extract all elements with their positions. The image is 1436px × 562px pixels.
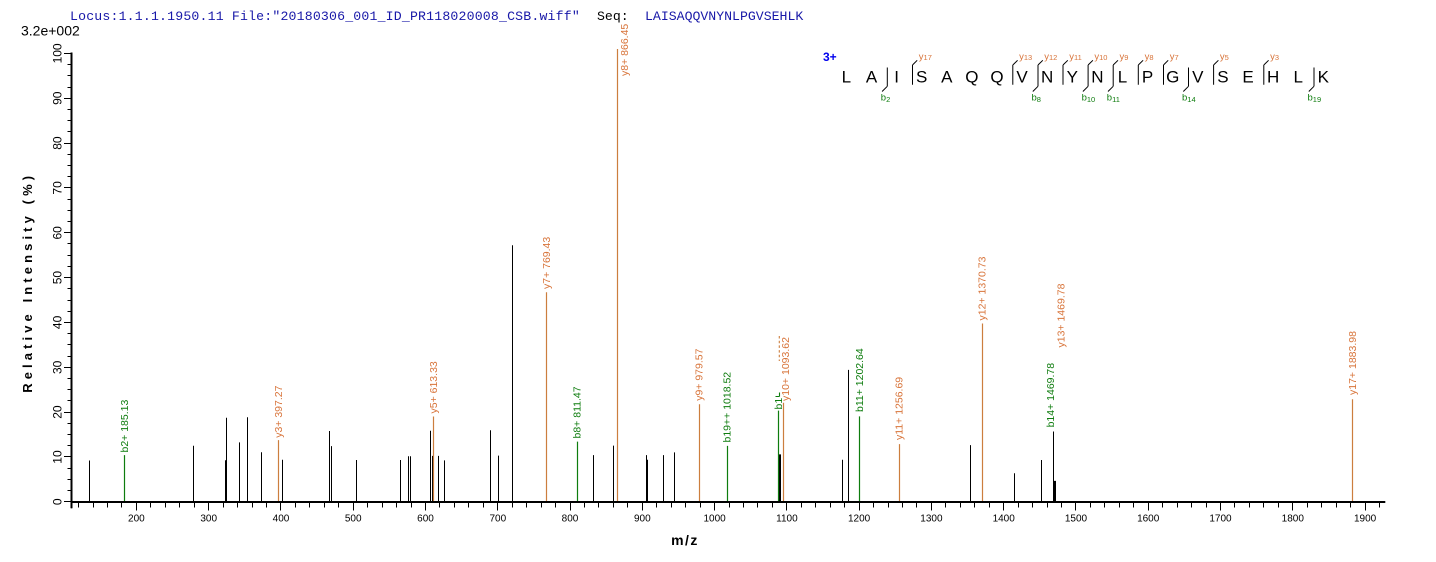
svg-text:I: I xyxy=(894,68,899,87)
svg-text:S: S xyxy=(1217,68,1228,87)
svg-text:y12+ 1370.73: y12+ 1370.73 xyxy=(976,256,988,320)
svg-text:E: E xyxy=(1242,68,1253,87)
svg-text:y7: y7 xyxy=(1170,52,1179,63)
svg-text:1000: 1000 xyxy=(703,514,726,525)
svg-text:Relative Intensity (%): Relative Intensity (%) xyxy=(20,172,35,393)
svg-text:80: 80 xyxy=(51,136,65,150)
svg-text:b2: b2 xyxy=(881,93,890,105)
svg-text:V: V xyxy=(1192,68,1204,87)
svg-text:m/z: m/z xyxy=(671,532,699,548)
svg-text:A: A xyxy=(941,68,953,87)
svg-text:0: 0 xyxy=(51,498,65,505)
svg-text:1900: 1900 xyxy=(1354,514,1377,525)
svg-text:y17+ 1883.98: y17+ 1883.98 xyxy=(1347,331,1359,395)
svg-text:400: 400 xyxy=(273,514,290,525)
svg-text:Seq:: Seq: xyxy=(597,9,629,24)
svg-text:y5+ 613.33: y5+ 613.33 xyxy=(428,361,440,413)
svg-text:10: 10 xyxy=(51,450,65,464)
svg-text:y3+ 397.27: y3+ 397.27 xyxy=(273,385,285,437)
svg-text:1700: 1700 xyxy=(1209,514,1232,525)
svg-text:H: H xyxy=(1267,68,1279,87)
svg-text:3+: 3+ xyxy=(823,50,837,64)
svg-text:800: 800 xyxy=(562,514,579,525)
svg-text:b2+ 185.13: b2+ 185.13 xyxy=(119,399,131,452)
svg-text:60: 60 xyxy=(51,226,65,240)
svg-text:y8: y8 xyxy=(1145,52,1154,63)
svg-text:20: 20 xyxy=(51,405,65,419)
svg-text:y9+ 979.57: y9+ 979.57 xyxy=(694,348,706,400)
svg-text:b8: b8 xyxy=(1032,93,1041,105)
svg-text:y11: y11 xyxy=(1069,52,1082,63)
svg-text:200: 200 xyxy=(128,514,145,525)
svg-text:1800: 1800 xyxy=(1282,514,1305,525)
svg-text:G: G xyxy=(1166,68,1179,87)
svg-text:1600: 1600 xyxy=(1137,514,1160,525)
svg-text:y13: y13 xyxy=(1019,52,1032,63)
svg-text:1200: 1200 xyxy=(848,514,871,525)
svg-text:b11+ 1202.64: b11+ 1202.64 xyxy=(854,348,866,412)
svg-text:V: V xyxy=(1016,68,1028,87)
svg-text:y17: y17 xyxy=(919,52,932,63)
svg-text:b1: b1 xyxy=(773,398,785,410)
svg-text:y10+ 1093.62: y10+ 1093.62 xyxy=(780,337,792,401)
svg-text:y11+ 1256.69: y11+ 1256.69 xyxy=(893,377,905,440)
svg-text:900: 900 xyxy=(634,514,651,525)
svg-text:y10: y10 xyxy=(1094,52,1107,63)
svg-text:1400: 1400 xyxy=(993,514,1016,525)
svg-text:b14: b14 xyxy=(1182,93,1196,105)
svg-text:30: 30 xyxy=(51,360,65,374)
svg-text:b14+ 1469.78: b14+ 1469.78 xyxy=(1045,363,1057,428)
svg-text:y3: y3 xyxy=(1270,52,1279,63)
svg-text:300: 300 xyxy=(200,514,217,525)
svg-text:N: N xyxy=(1091,68,1103,87)
svg-text:90: 90 xyxy=(51,91,65,105)
svg-text:Y: Y xyxy=(1067,68,1078,87)
svg-text:A: A xyxy=(866,68,878,87)
svg-text:3.2e+002: 3.2e+002 xyxy=(21,23,80,39)
svg-text:Q: Q xyxy=(990,68,1003,87)
svg-text:b8+ 811.47: b8+ 811.47 xyxy=(572,386,584,438)
svg-text:40: 40 xyxy=(51,315,65,329)
svg-text:70: 70 xyxy=(51,181,65,195)
svg-text:100: 100 xyxy=(51,43,65,63)
svg-text:y12: y12 xyxy=(1044,52,1057,63)
svg-text:LAISAQQVNYNLPGVSEHLK: LAISAQQVNYNLPGVSEHLK xyxy=(645,9,803,24)
svg-text:600: 600 xyxy=(417,514,434,525)
svg-text:500: 500 xyxy=(345,514,362,525)
svg-text:L: L xyxy=(842,68,851,87)
svg-text:P: P xyxy=(1142,68,1153,87)
svg-text:Q: Q xyxy=(965,68,978,87)
svg-text:y5: y5 xyxy=(1220,52,1229,63)
svg-text:y7+ 769.43: y7+ 769.43 xyxy=(541,237,553,289)
svg-text:S: S xyxy=(916,68,927,87)
svg-text:1500: 1500 xyxy=(1065,514,1088,525)
svg-text:1100: 1100 xyxy=(776,514,798,525)
svg-text:Locus:1.1.1.1950.11 File:"2018: Locus:1.1.1.1950.11 File:"20180306_001_I… xyxy=(70,9,580,24)
svg-text:L: L xyxy=(1118,68,1127,87)
svg-text:b11: b11 xyxy=(1107,93,1120,105)
svg-text:50: 50 xyxy=(51,271,65,285)
svg-text:y8+ 866.45: y8+ 866.45 xyxy=(619,24,631,76)
svg-text:y13+ 1469.78: y13+ 1469.78 xyxy=(1056,283,1068,347)
svg-text:L: L xyxy=(1293,68,1302,87)
svg-text:N: N xyxy=(1041,68,1053,87)
svg-text:1300: 1300 xyxy=(920,514,943,525)
svg-text:b19: b19 xyxy=(1308,93,1322,105)
svg-text:K: K xyxy=(1318,68,1330,87)
svg-text:700: 700 xyxy=(489,514,506,525)
svg-text:b10: b10 xyxy=(1082,93,1096,105)
svg-text:y9: y9 xyxy=(1120,52,1129,63)
svg-text:b19++ 1018.52: b19++ 1018.52 xyxy=(722,372,734,443)
